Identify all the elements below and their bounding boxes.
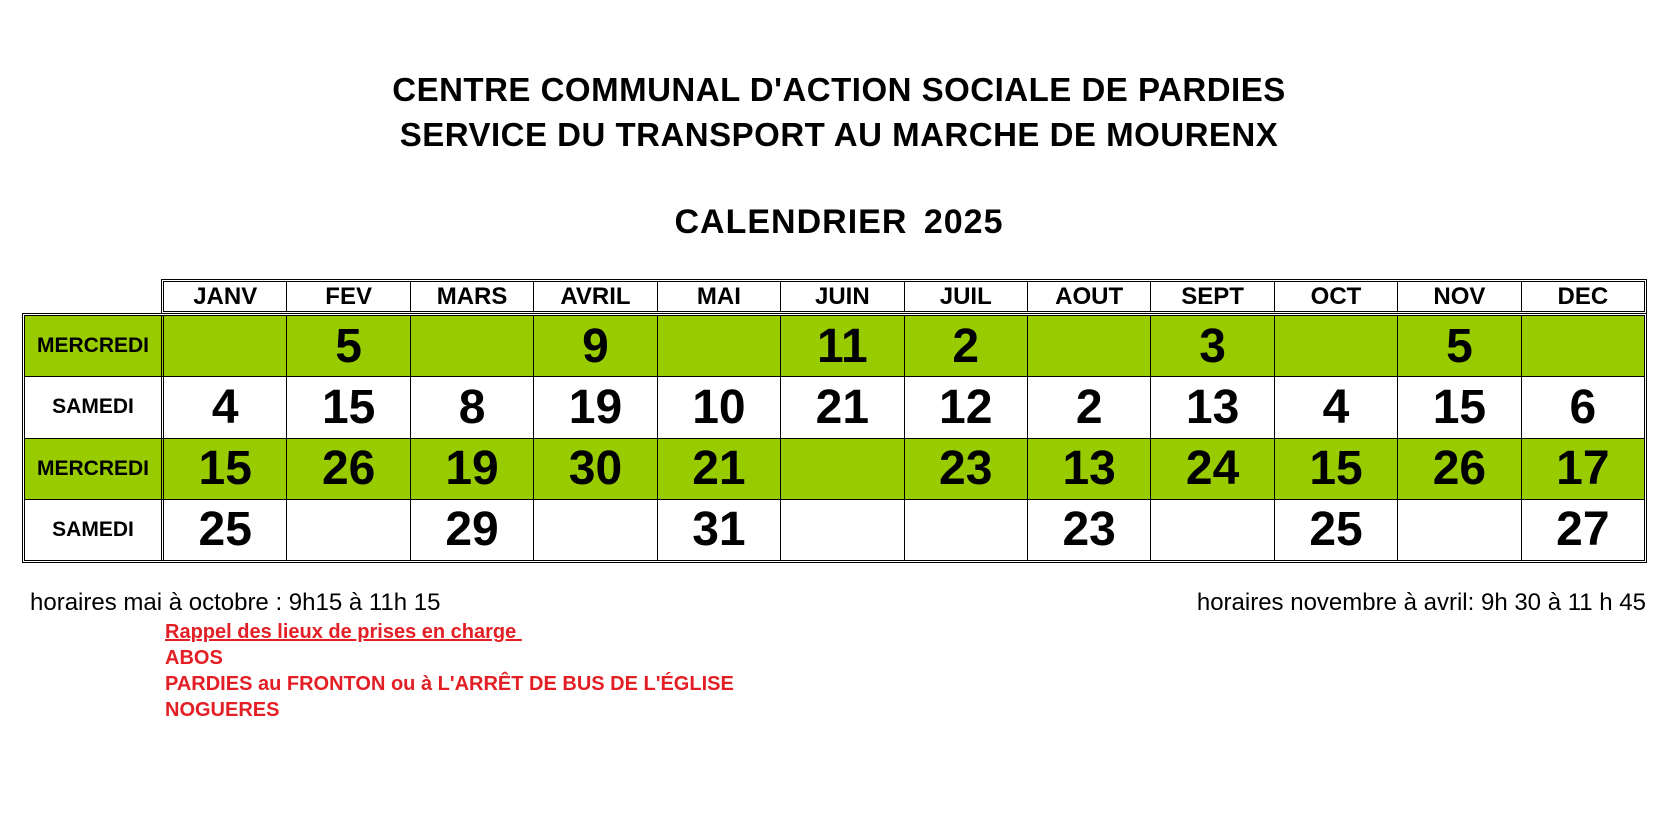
date-cell: 21 <box>780 377 903 438</box>
pickup-location: ABOS <box>165 647 223 669</box>
date-cell: 13 <box>1026 438 1150 499</box>
date-cell <box>1397 499 1520 560</box>
date-cell: 31 <box>656 499 780 560</box>
month-header: JANV <box>193 283 258 310</box>
date-cell <box>286 499 409 560</box>
calendar-row: SAMEDI 25 29 31 23 25 27 <box>25 498 1644 560</box>
date-cell: 29 <box>409 499 533 560</box>
pickup-location: NOGUERES <box>165 699 280 721</box>
date-cell: 2 <box>903 316 1027 377</box>
date-cell: 5 <box>1397 316 1520 377</box>
date-cell: 26 <box>286 438 409 499</box>
date-cell: 13 <box>1150 377 1273 438</box>
row-day-label: SAMEDI <box>25 499 164 560</box>
date-cell: 23 <box>903 438 1027 499</box>
date-cell: 23 <box>1026 499 1150 560</box>
row-day-label: MERCREDI <box>25 316 164 377</box>
date-cell <box>1150 499 1273 560</box>
month-header: DEC <box>1520 282 1644 311</box>
month-header: SEPT <box>1150 282 1273 311</box>
date-cell: 26 <box>1397 438 1520 499</box>
month-header: OCT <box>1273 282 1397 311</box>
calendar-row: MERCREDI 15 26 19 30 21 23 13 24 15 26 17 <box>25 437 1644 499</box>
hours-november-april: horaires novembre à avril: 9h 30 à 11 h … <box>1196 589 1646 616</box>
pickup-location: PARDIES au FRONTON ou à L'ARRÊT DE BUS D… <box>165 673 734 695</box>
date-cell: 12 <box>903 377 1027 438</box>
month-header: JUIN <box>780 282 903 311</box>
month-header: MAI <box>656 282 780 311</box>
date-cell: 10 <box>656 377 780 438</box>
date-cell: 11 <box>780 316 903 377</box>
date-cell: 30 <box>533 438 656 499</box>
month-header: MARS <box>409 282 533 311</box>
date-cell: 15 <box>286 377 409 438</box>
date-cell <box>903 499 1027 560</box>
date-cell <box>164 316 286 376</box>
month-header: AVRIL <box>533 282 656 311</box>
date-cell: 24 <box>1150 438 1273 499</box>
month-header: FEV <box>286 282 409 311</box>
date-cell: 19 <box>533 377 656 438</box>
date-cell <box>1026 316 1150 377</box>
date-cell: 6 <box>1520 377 1644 438</box>
calendar-row: SAMEDI 4 15 8 19 10 21 12 2 13 4 15 6 <box>25 376 1644 438</box>
date-cell: 17 <box>1520 438 1644 499</box>
date-cell: 8 <box>409 377 533 438</box>
month-header-row: JANV FEV MARS AVRIL MAI JUIN JUIL AOUT SEPT OCT NO… <box>161 279 1647 314</box>
header-line-1: CENTRE COMMUNAL D'ACTION SOCIALE DE PARD… <box>392 71 1286 108</box>
date-cell: 19 <box>409 438 533 499</box>
date-cell: 25 <box>198 503 252 557</box>
date-cell: 15 <box>1397 377 1520 438</box>
row-day-label: SAMEDI <box>25 377 164 438</box>
date-cell: 27 <box>1520 499 1644 560</box>
date-cell: 21 <box>656 438 780 499</box>
date-cell: 2 <box>1026 377 1150 438</box>
date-cell <box>533 499 656 560</box>
date-cell <box>409 316 533 377</box>
date-cell: 25 <box>1273 499 1397 560</box>
month-header: JUIL <box>903 282 1027 311</box>
date-cell <box>1520 316 1644 377</box>
date-cell: 4 <box>1273 377 1397 438</box>
calendar-title: CALENDRIER 2025 <box>674 203 1004 241</box>
date-cell: 15 <box>1273 438 1397 499</box>
hours-may-october: horaires mai à octobre : 9h15 à 11h 15 <box>30 589 441 616</box>
date-cell: 15 <box>198 442 252 496</box>
month-header: NOV <box>1397 282 1520 311</box>
date-cell: 3 <box>1150 316 1273 377</box>
date-cell: 5 <box>286 316 409 377</box>
date-cell <box>780 438 903 499</box>
header-line-2: SERVICE DU TRANSPORT AU MARCHE DE MOUREN… <box>399 116 1279 153</box>
calendar-grid: MERCREDI 5 9 11 2 3 5 SAMEDI 4 15 8 19 10 21 12 2 13 4 15 6… <box>22 313 1647 563</box>
month-header: AOUT <box>1026 282 1150 311</box>
date-cell: 9 <box>533 316 656 377</box>
pickup-title: Rappel des lieux de prises en charge <box>165 621 522 643</box>
date-cell <box>1273 316 1397 377</box>
date-cell <box>656 316 780 377</box>
date-cell: 4 <box>211 380 239 434</box>
row-day-label: MERCREDI <box>25 438 164 499</box>
date-cell <box>780 499 903 560</box>
calendar-row: MERCREDI 5 9 11 2 3 5 <box>25 316 1644 377</box>
